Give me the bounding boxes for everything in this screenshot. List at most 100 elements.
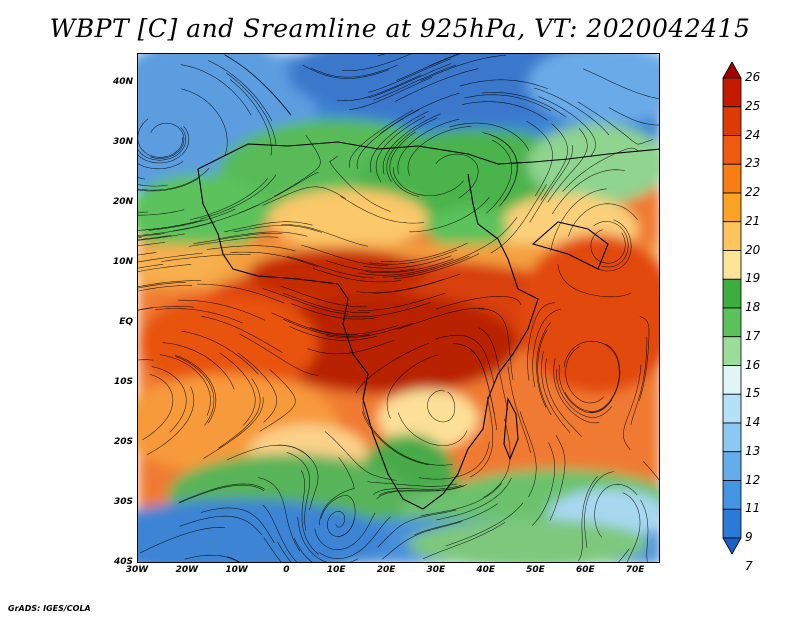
streamline bbox=[150, 122, 185, 159]
streamline bbox=[219, 352, 256, 426]
colorbar-label: 15 bbox=[745, 386, 761, 401]
streamline bbox=[138, 306, 195, 311]
streamline bbox=[536, 322, 551, 408]
streamline bbox=[155, 308, 243, 324]
streamline bbox=[349, 109, 414, 168]
streamline bbox=[178, 299, 266, 321]
streamline bbox=[379, 92, 460, 135]
streamline bbox=[287, 256, 374, 279]
colorbar-label: 23 bbox=[745, 156, 761, 171]
streamline bbox=[462, 101, 548, 121]
colorbar-swatch bbox=[722, 135, 742, 165]
lat-tick-label: 30N bbox=[112, 137, 133, 147]
lon-tick-label: 70E bbox=[625, 565, 645, 575]
streamline bbox=[262, 186, 347, 206]
lon-tick-label: 60E bbox=[575, 565, 595, 575]
streamline bbox=[363, 255, 452, 269]
streamline bbox=[138, 307, 154, 311]
streamline bbox=[556, 368, 613, 418]
streamline bbox=[181, 88, 228, 156]
streamline bbox=[445, 502, 524, 547]
streamline bbox=[550, 188, 607, 252]
streamline bbox=[138, 359, 154, 361]
streamline bbox=[553, 358, 600, 424]
streamline bbox=[386, 117, 438, 182]
streamline bbox=[138, 233, 165, 237]
colorbar-label: 26 bbox=[745, 70, 761, 84]
streamline bbox=[310, 65, 398, 78]
lat-tick-label: 10N bbox=[112, 257, 133, 267]
streamline bbox=[639, 316, 650, 401]
streamline bbox=[151, 366, 187, 433]
colorbar bbox=[722, 62, 742, 554]
streamline bbox=[329, 155, 391, 212]
streamline bbox=[527, 302, 555, 381]
streamline bbox=[326, 322, 414, 338]
streamline bbox=[319, 516, 391, 559]
streamline bbox=[263, 537, 282, 562]
streamline bbox=[179, 515, 262, 536]
streamline bbox=[557, 264, 632, 298]
streamline bbox=[545, 358, 582, 438]
streamline bbox=[148, 208, 236, 231]
colorbar-label: 9 bbox=[745, 530, 753, 544]
lon-tick-label: 20E bbox=[376, 565, 396, 575]
streamline bbox=[594, 483, 638, 538]
streamline bbox=[309, 325, 398, 335]
lon-tick-label: 50E bbox=[526, 565, 545, 575]
streamline bbox=[327, 511, 355, 537]
streamline bbox=[324, 431, 397, 481]
streamline bbox=[551, 169, 625, 215]
streamline bbox=[372, 273, 460, 294]
colorbar-swatch bbox=[722, 62, 742, 79]
streamline bbox=[367, 481, 457, 487]
streamline bbox=[577, 476, 598, 562]
streamline bbox=[159, 354, 211, 416]
colorbar-swatch bbox=[722, 393, 742, 424]
lat-tick-label: 20S bbox=[113, 437, 133, 447]
lon-tick-label: 30E bbox=[426, 565, 446, 575]
streamline bbox=[368, 58, 452, 93]
streamline bbox=[519, 411, 537, 498]
colorbar-swatch bbox=[722, 336, 742, 366]
colorbar-swatch bbox=[722, 163, 742, 194]
streamline bbox=[529, 144, 573, 223]
streamline bbox=[378, 484, 467, 496]
chart-title: WBPT [C] and Sreamline at 925hPa, VT: 20… bbox=[49, 14, 751, 43]
streamline bbox=[547, 128, 588, 203]
streamline bbox=[630, 336, 648, 425]
colorbar-label: 7 bbox=[745, 558, 753, 573]
colorbar-swatch bbox=[722, 278, 742, 309]
colorbar-label: 12 bbox=[745, 472, 761, 487]
streamline bbox=[138, 280, 202, 288]
streamline bbox=[274, 135, 321, 197]
streamline bbox=[281, 224, 368, 247]
streamline bbox=[301, 470, 319, 555]
streamline bbox=[138, 252, 203, 263]
streamline bbox=[540, 123, 568, 201]
coastlines bbox=[197, 141, 659, 510]
streamline bbox=[289, 326, 377, 341]
streamline bbox=[282, 318, 370, 337]
lon-tick-label: 20W bbox=[175, 565, 199, 575]
colorbar-swatch bbox=[722, 250, 742, 280]
streamline bbox=[280, 285, 368, 308]
streamline bbox=[470, 396, 494, 478]
streamline bbox=[398, 412, 468, 446]
streamline bbox=[618, 548, 630, 562]
streamline bbox=[146, 386, 195, 456]
streamline bbox=[380, 242, 468, 262]
streamline bbox=[224, 221, 313, 233]
colorbar-swatch bbox=[722, 106, 742, 136]
streamline bbox=[355, 342, 430, 394]
streamline bbox=[237, 352, 277, 423]
streamline bbox=[490, 184, 547, 254]
streamline bbox=[376, 485, 465, 500]
colorbar-swatch bbox=[722, 508, 742, 539]
colorbar-label: 13 bbox=[745, 443, 761, 458]
streamline bbox=[577, 101, 654, 145]
lon-tick-label: 40E bbox=[476, 565, 495, 575]
lat-tick-label: 30S bbox=[113, 497, 133, 507]
colorbar-label: 11 bbox=[745, 501, 761, 516]
streamline bbox=[382, 113, 441, 175]
